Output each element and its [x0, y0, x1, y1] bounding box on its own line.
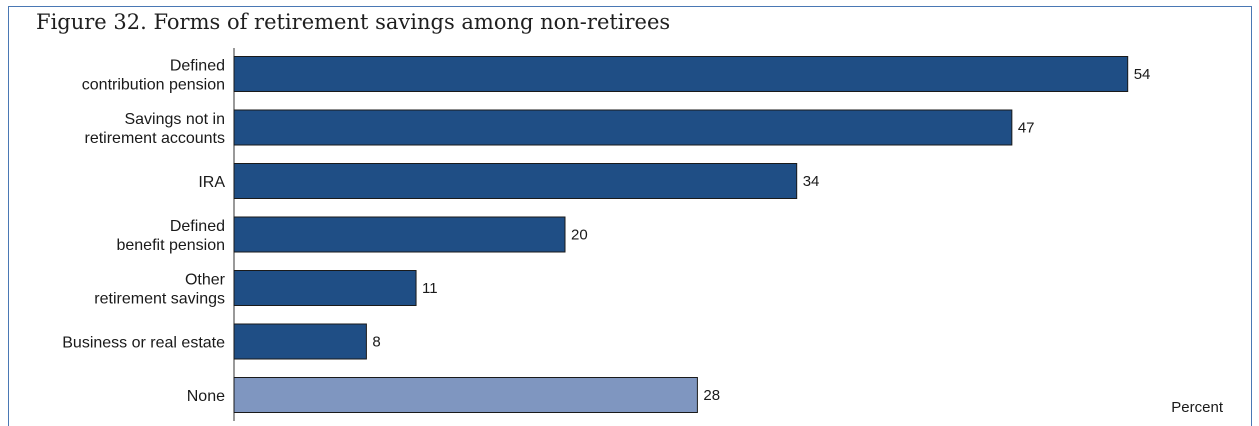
value-label-2: 34 [803, 173, 820, 190]
value-label-6: 28 [703, 387, 720, 404]
bar-6 [233, 377, 698, 413]
bar-3 [233, 216, 566, 253]
value-label-4: 11 [422, 280, 438, 297]
x-axis-unit-label: Percent [1171, 399, 1224, 416]
bar-4 [233, 270, 417, 306]
category-label-1: Savings not in retirement accounts [84, 111, 225, 147]
value-label-0: 54 [1134, 66, 1151, 83]
bar-2 [233, 163, 798, 199]
chart-title: Figure 32. Forms of retirement savings a… [36, 10, 671, 34]
value-label-1: 47 [1018, 120, 1035, 137]
value-label-5: 8 [372, 334, 380, 351]
bar-5 [233, 323, 367, 360]
category-label-6: None [187, 388, 225, 405]
category-label-2: IRA [198, 174, 225, 191]
category-label-4: Other retirement savings [94, 272, 225, 308]
category-label-5: Business or real estate [62, 335, 225, 352]
value-label-3: 20 [571, 227, 588, 244]
category-label-3: Defined benefit pension [116, 218, 225, 254]
figure-frame [8, 6, 1252, 426]
bar-1 [233, 109, 1013, 146]
category-label-0: Defined contribution pension [82, 58, 225, 94]
bar-0 [233, 56, 1129, 92]
